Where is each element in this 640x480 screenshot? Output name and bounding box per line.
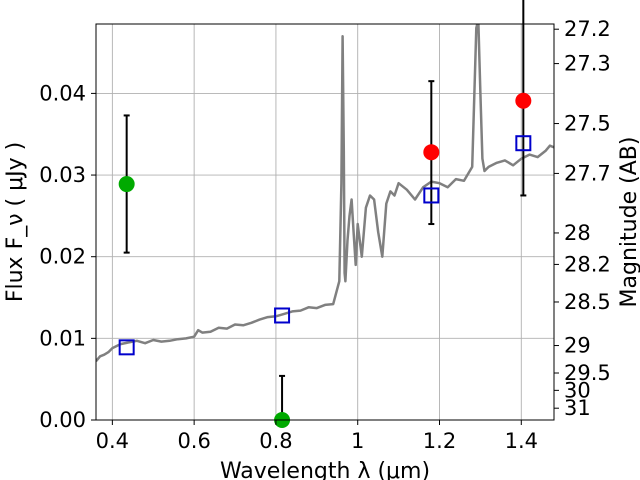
mag-tick-label: 30 <box>564 378 591 402</box>
x-tick-label: 0.8 <box>259 429 292 453</box>
detection-point <box>423 144 440 161</box>
mag-tick-label: 28 <box>564 221 591 245</box>
y-tick-label: 0.00 <box>39 408 86 432</box>
mag-tick-label: 29.5 <box>564 361 611 385</box>
plot-inner <box>96 24 554 363</box>
x-tick-label: 1 <box>351 429 364 453</box>
detection-point <box>515 92 532 109</box>
model-photometry-square <box>515 135 532 152</box>
x-tick-label: 1.2 <box>423 429 456 453</box>
mag-tick-label: 27.2 <box>564 17 611 41</box>
axes-frame <box>95 23 555 421</box>
mag-tick-label: 27.3 <box>564 52 611 76</box>
y-axis-right-label: Magnitude (AB) <box>617 137 640 308</box>
mag-tick-label: 28.5 <box>564 290 611 314</box>
plot-area <box>96 0 554 428</box>
mag-tick-label: 27.5 <box>564 112 611 136</box>
y-axis-label: Flux F_ν ( μJy ) <box>3 142 28 302</box>
y-tick-label: 0.01 <box>39 326 86 350</box>
model-photometry-square <box>423 187 440 204</box>
x-tick-label: 1.4 <box>505 429 538 453</box>
axes: 0.4 0.6 0.8 1 1.2 1.4 0.00 0.01 0.02 0.03 0.04 27.2… <box>39 17 611 453</box>
mag-tick-label: 29 <box>564 334 591 358</box>
mag-tick-label: 27.7 <box>564 161 611 185</box>
mag-tick-label: 31 <box>564 396 591 420</box>
y-tick-label: 0.03 <box>39 163 86 187</box>
mag-tick-label: 28.2 <box>564 252 611 276</box>
x-axis-label: Wavelength λ (μm) <box>220 459 430 480</box>
spectrum-line <box>96 24 554 363</box>
nondetection-point <box>118 176 135 193</box>
x-tick-label: 0.6 <box>177 429 210 453</box>
y-tick-label: 0.02 <box>39 245 86 269</box>
model-photometry-square <box>118 339 135 356</box>
model-photometry-square <box>274 307 291 324</box>
y-tick-label: 0.04 <box>39 81 86 105</box>
grid <box>96 24 554 421</box>
x-tick-label: 0.4 <box>96 429 129 453</box>
